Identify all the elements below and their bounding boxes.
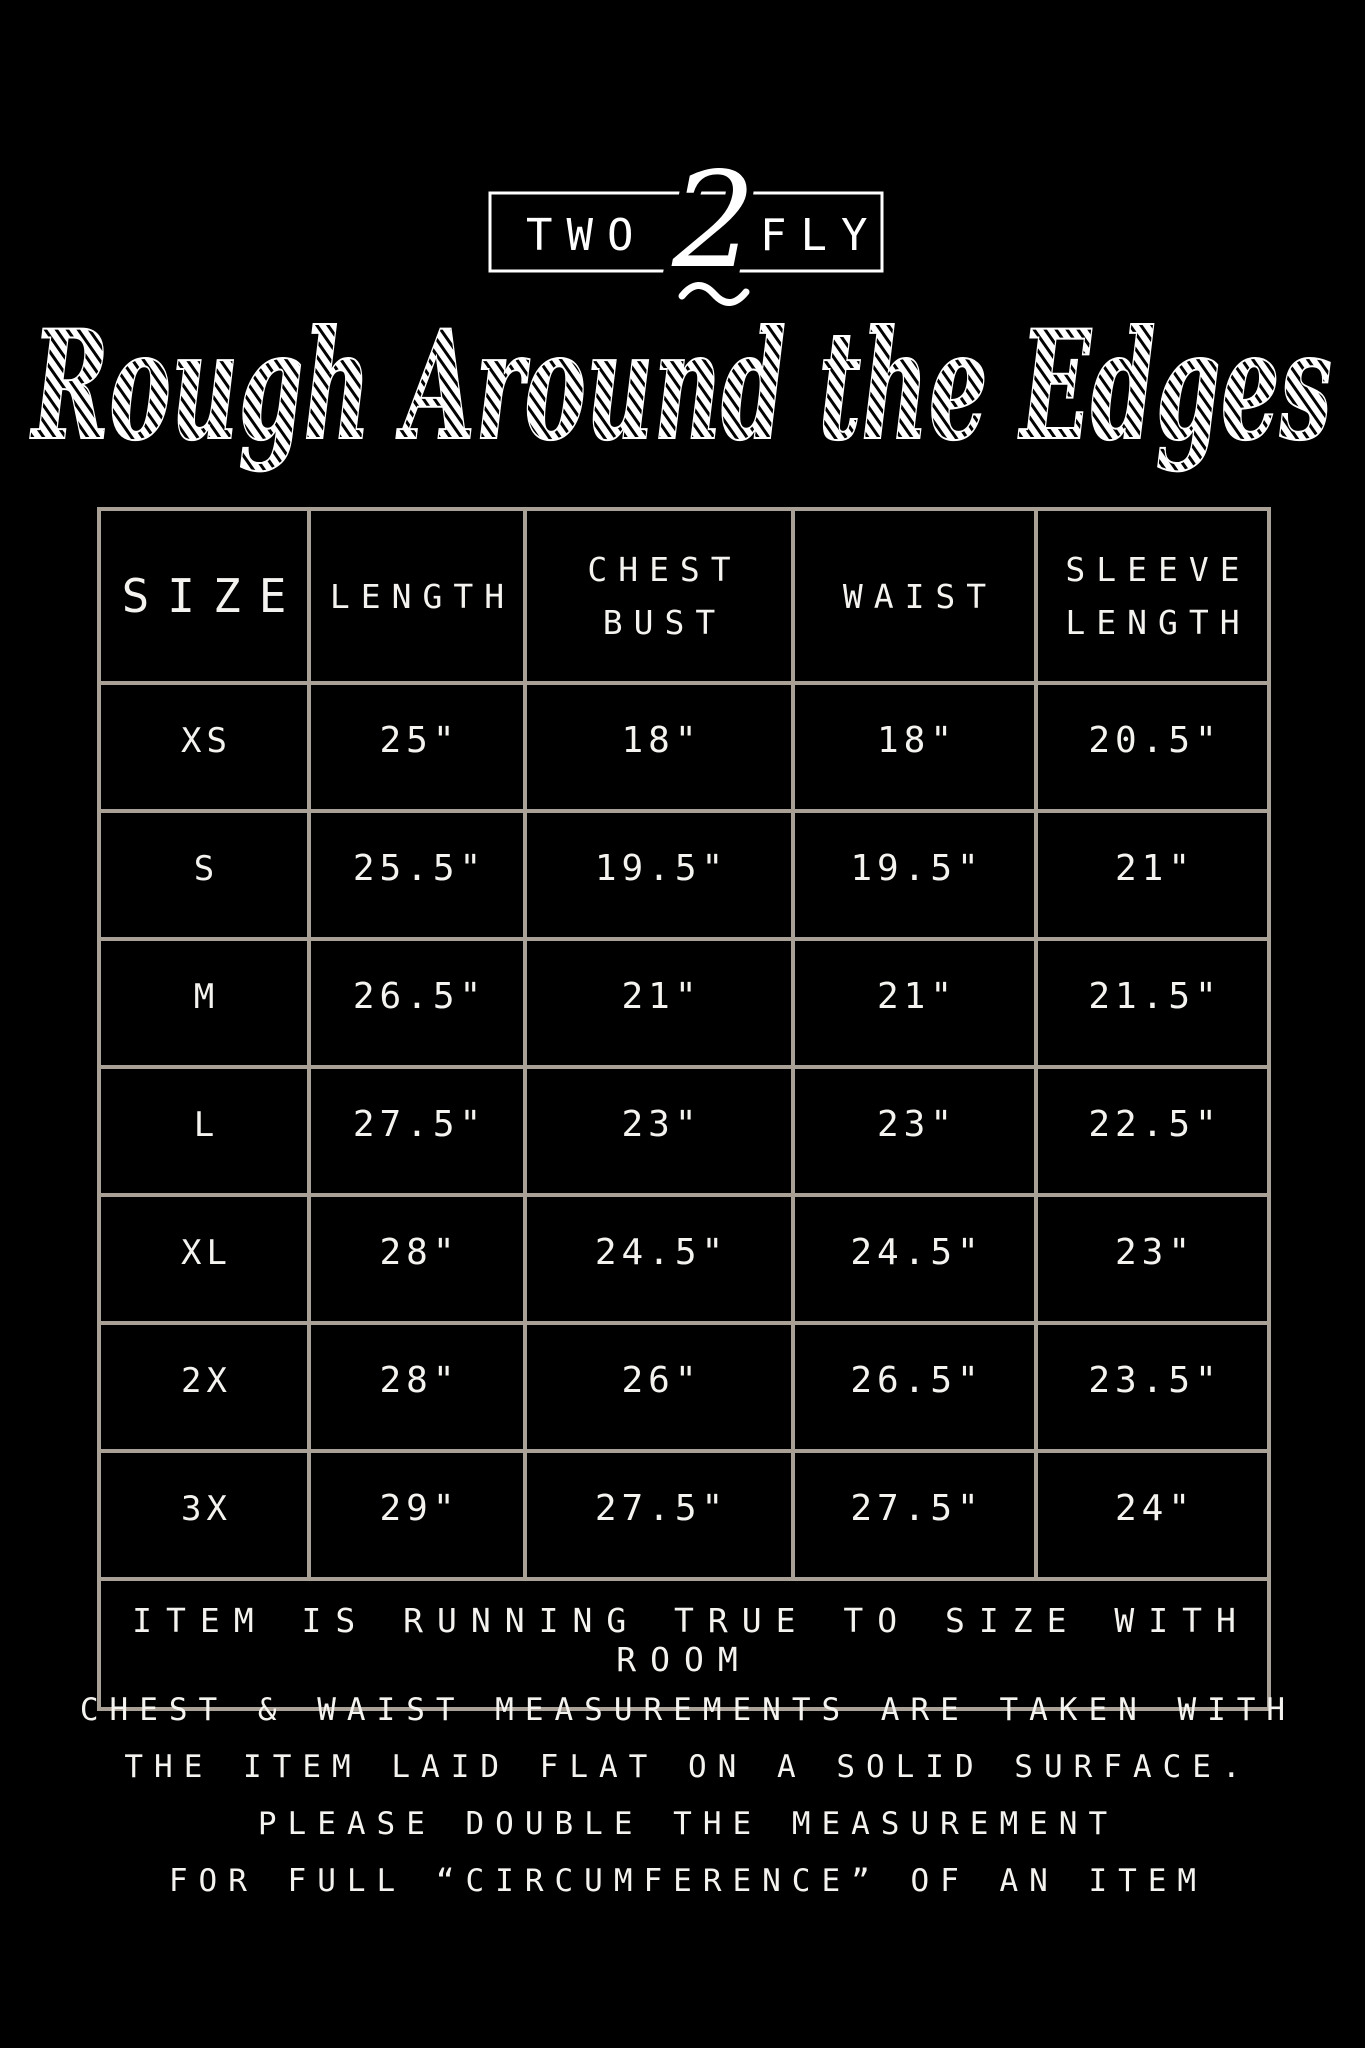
length-value: 27.5" — [307, 1065, 527, 1197]
table-row-xl: XL 28" 24.5" 24.5" 23" — [97, 1193, 1271, 1325]
length-value: 25.5" — [307, 809, 527, 941]
size-value: S — [97, 809, 311, 941]
length-value: 28" — [307, 1321, 527, 1453]
fit-note: ITEM IS RUNNING TRUE TO SIZE WITH ROOM — [97, 1577, 1271, 1711]
header-row: SIZE LENGTH CHEST BUST WAIST — [97, 507, 1271, 685]
note-line-4: FOR FULL “CIRCUMFERENCE” OF AN ITEM — [168, 1863, 1208, 1899]
logo-frame — [488, 191, 884, 273]
header-label: LENGTH — [329, 576, 516, 616]
chest-value: 21" — [523, 937, 795, 1069]
waist-value: 18" — [791, 681, 1038, 813]
header-label-line1: CHEST — [587, 550, 742, 589]
logo-word-right: FLY — [760, 210, 881, 261]
header-label-line2: LENGTH — [1065, 603, 1251, 642]
size-chart-wrap: SIZE LENGTH CHEST BUST WAIST — [97, 507, 1271, 1711]
note-line-3: PLEASE DOUBLE THE MEASUREMENT — [257, 1806, 1119, 1842]
chest-value: 18" — [523, 681, 795, 813]
logo-squiggle — [678, 282, 750, 306]
length-value: 29" — [307, 1449, 527, 1581]
size-value: XL — [97, 1193, 311, 1325]
length-value: 25" — [307, 681, 527, 813]
table-row-xs: XS 25" 18" 18" 20.5" — [97, 681, 1271, 813]
size-value: 3X — [97, 1449, 311, 1581]
table-footer-row: ITEM IS RUNNING TRUE TO SIZE WITH ROOM — [97, 1577, 1271, 1711]
waist-value: 26.5" — [791, 1321, 1038, 1453]
brand-logo: TWO FLY 2 — [460, 137, 940, 318]
product-title-wrap: Rough Around the Edges — [0, 278, 1365, 498]
chest-value: 24.5" — [523, 1193, 795, 1325]
sleeve-value: 23" — [1034, 1193, 1271, 1325]
header-cell-chest-bust: CHEST BUST — [523, 507, 795, 685]
chest-value: 26" — [523, 1321, 795, 1453]
product-title-art: Rough Around the Edges — [29, 297, 1333, 475]
waist-value: 24.5" — [791, 1193, 1038, 1325]
sleeve-value: 20.5" — [1034, 681, 1271, 813]
table-row-s: S 25.5" 19.5" 19.5" 21" — [97, 809, 1271, 941]
chest-value: 23" — [523, 1065, 795, 1197]
chest-value: 27.5" — [523, 1449, 795, 1581]
note-line-1: CHEST & WAIST MEASUREMENTS ARE TAKEN WIT… — [79, 1692, 1297, 1728]
size-value: L — [97, 1065, 311, 1197]
table-row-l: L 27.5" 23" 23" 22.5" — [97, 1065, 1271, 1197]
product-title: Rough Around the Edges — [30, 298, 1332, 474]
sleeve-value: 22.5" — [1034, 1065, 1271, 1197]
table-row-2x: 2X 28" 26" 26.5" 23.5" — [97, 1321, 1271, 1453]
chest-value: 19.5" — [523, 809, 795, 941]
header-cell-size: SIZE — [97, 507, 311, 685]
size-value: M — [97, 937, 311, 1069]
header-label-line1: SLEEVE — [1065, 550, 1251, 589]
sleeve-value: 24" — [1034, 1449, 1271, 1581]
header-label-line2: BUST — [602, 603, 727, 642]
waist-value: 27.5" — [791, 1449, 1038, 1581]
note-line-2: THE ITEM LAID FLAT ON A SOLID SURFACE. — [124, 1749, 1252, 1785]
waist-value: 21" — [791, 937, 1038, 1069]
sleeve-value: 21" — [1034, 809, 1271, 941]
header-label: SIZE — [121, 569, 305, 623]
header-cell-waist: WAIST — [791, 507, 1038, 685]
table-row-m: M 26.5" 21" 21" 21.5" — [97, 937, 1271, 1069]
size-chart-table: SIZE LENGTH CHEST BUST WAIST — [97, 507, 1271, 1711]
logo-numeral-2: 2 — [671, 144, 756, 298]
length-value: 28" — [307, 1193, 527, 1325]
brand-logo-art: TWO FLY 2 — [488, 137, 884, 313]
waist-value: 19.5" — [791, 809, 1038, 941]
size-value: XS — [97, 681, 311, 813]
header-cell-length: LENGTH — [307, 507, 527, 685]
waist-value: 23" — [791, 1065, 1038, 1197]
sleeve-value: 21.5" — [1034, 937, 1271, 1069]
logo-word-left: TWO — [526, 210, 647, 261]
size-value: 2X — [97, 1321, 311, 1453]
header-cell-sleeve-length: SLEEVE LENGTH — [1034, 507, 1271, 685]
header-label: WAIST — [842, 576, 998, 616]
measurement-notes: CHEST & WAIST MEASUREMENTS ARE TAKEN WIT… — [0, 1682, 1365, 1910]
length-value: 26.5" — [307, 937, 527, 1069]
sleeve-value: 23.5" — [1034, 1321, 1271, 1453]
table-row-3x: 3X 29" 27.5" 27.5" 24" — [97, 1449, 1271, 1581]
